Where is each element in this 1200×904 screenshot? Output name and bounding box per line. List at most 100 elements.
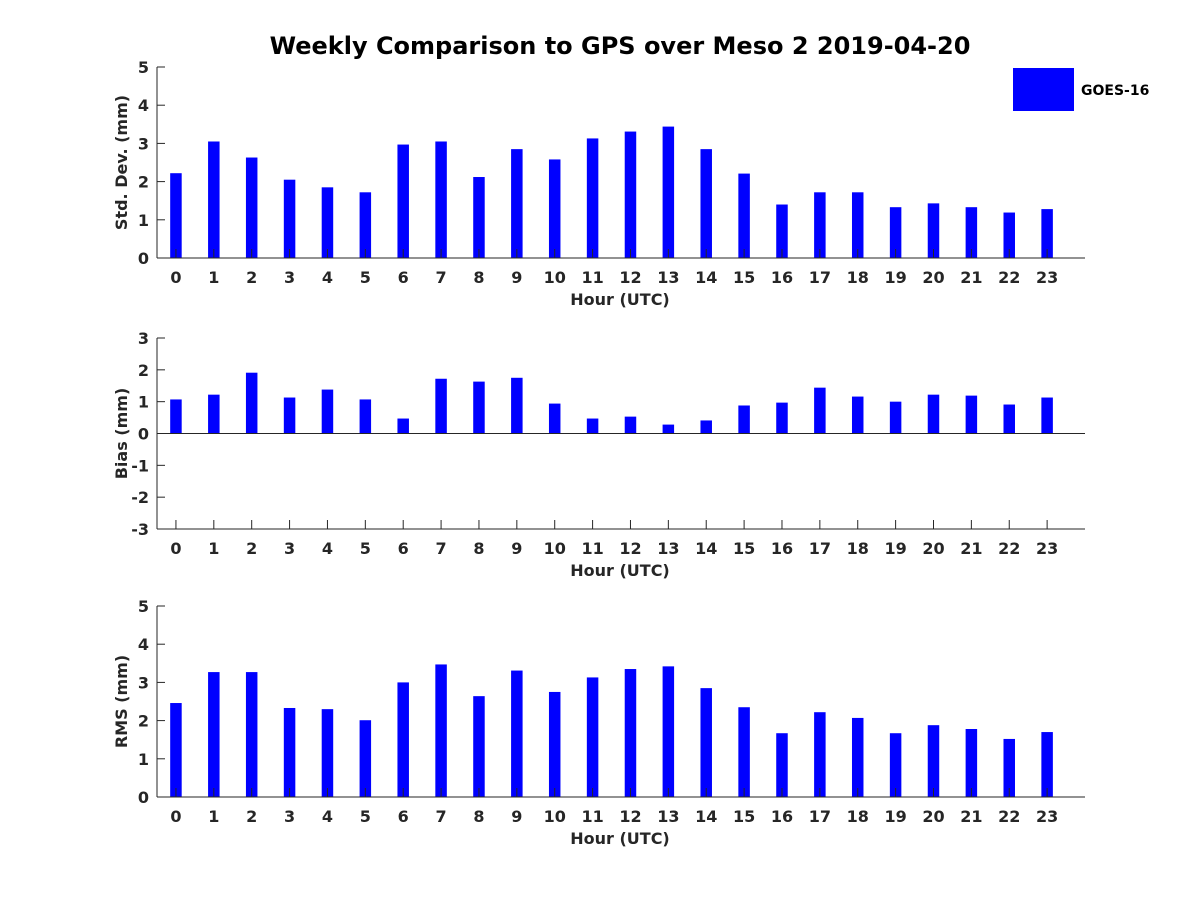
bias-bar-23: [1041, 397, 1053, 434]
bias-bar-10: [548, 403, 561, 434]
std-dev-xtick-label-12: 12: [619, 268, 641, 287]
std-dev-xtick-label-7: 7: [436, 268, 447, 287]
rms-bar-0: [170, 703, 182, 797]
std-dev-bar-15: [738, 173, 750, 258]
rms-ytick-label-2: 2: [138, 712, 149, 731]
rms-xtick-label-15: 15: [733, 807, 755, 826]
rms-xtick-label-17: 17: [809, 807, 831, 826]
rms-xtick-label-9: 9: [511, 807, 522, 826]
std-dev-xtick-label-8: 8: [473, 268, 484, 287]
std-dev-bar-7: [435, 141, 447, 258]
rms-bar-22: [1003, 738, 1015, 797]
bias-bar-11: [586, 418, 599, 434]
std-dev-bar-21: [965, 207, 978, 258]
std-dev-xtick-label-11: 11: [581, 268, 603, 287]
bias-xtick-label-13: 13: [657, 539, 679, 558]
rms-bar-20: [927, 725, 940, 797]
legend-label-goes-16: GOES-16: [1081, 83, 1149, 99]
rms-xtick-label-5: 5: [360, 807, 371, 826]
bias-xtick-label-4: 4: [322, 539, 333, 558]
bias-xtick-label-3: 3: [284, 539, 295, 558]
rms-xtick-label-20: 20: [922, 807, 944, 826]
std-dev-bar-16: [776, 204, 788, 258]
std-dev-bar-19: [889, 207, 902, 258]
bias-xtick-label-11: 11: [581, 539, 603, 558]
rms-bar-8: [473, 696, 485, 797]
rms-xtick-label-12: 12: [619, 807, 641, 826]
bias-xtick-label-18: 18: [847, 539, 869, 558]
rms-ytick-label-5: 5: [138, 597, 149, 616]
bias-xtick-label-14: 14: [695, 539, 717, 558]
std-dev-xlabel: Hour (UTC): [570, 290, 670, 309]
rms-xtick-label-23: 23: [1036, 807, 1058, 826]
rms-bar-21: [965, 729, 978, 797]
rms-xtick-label-22: 22: [998, 807, 1020, 826]
std-dev-xtick-label-9: 9: [511, 268, 522, 287]
rms-bar-10: [548, 691, 561, 797]
bias-bar-9: [511, 377, 523, 434]
bias-bar-7: [435, 378, 447, 434]
bias-xlabel: Hour (UTC): [570, 561, 670, 580]
std-dev-bar-2: [245, 157, 258, 258]
bias-ytick-label-2: 2: [138, 361, 149, 380]
rms-ylabel: RMS (mm): [112, 655, 131, 748]
bias-bar-15: [738, 405, 750, 434]
bias-xtick-label-23: 23: [1036, 539, 1058, 558]
std-dev-xtick-label-23: 23: [1036, 268, 1058, 287]
rms-bar-4: [321, 709, 334, 797]
rms-bar-18: [851, 717, 864, 797]
std-dev-ytick-label-1: 1: [138, 211, 149, 230]
bias-ytick-label--2: -2: [131, 488, 149, 507]
std-dev-xtick-label-16: 16: [771, 268, 793, 287]
rms-xtick-label-16: 16: [771, 807, 793, 826]
bias-bar-6: [397, 418, 409, 434]
rms-xtick-label-19: 19: [884, 807, 906, 826]
bias-xtick-label-1: 1: [208, 539, 219, 558]
bias-xtick-label-10: 10: [544, 539, 566, 558]
chart-title: Weekly Comparison to GPS over Meso 2 201…: [270, 32, 971, 60]
std-dev-bar-9: [511, 149, 523, 258]
std-dev-xtick-label-18: 18: [847, 268, 869, 287]
rms-bar-6: [397, 682, 409, 797]
bias-bar-18: [851, 396, 864, 434]
std-dev-bar-4: [321, 187, 334, 258]
bias-bar-17: [814, 387, 826, 434]
bias-ytick-label-1: 1: [138, 393, 149, 412]
rms-xtick-label-14: 14: [695, 807, 717, 826]
std-dev-ytick-label-3: 3: [138, 134, 149, 153]
std-dev-xtick-label-10: 10: [544, 268, 566, 287]
rms-xlabel: Hour (UTC): [570, 829, 670, 848]
bias-xtick-label-6: 6: [398, 539, 409, 558]
bias-ylabel: Bias (mm): [112, 388, 131, 480]
bias-bar-13: [662, 424, 675, 434]
bias-ytick-label--1: -1: [131, 456, 149, 475]
rms-bar-15: [738, 707, 750, 797]
std-dev-bar-3: [283, 179, 296, 258]
bias-xtick-label-16: 16: [771, 539, 793, 558]
rms-xtick-label-2: 2: [246, 807, 257, 826]
std-dev-xtick-label-14: 14: [695, 268, 717, 287]
bias-bar-1: [208, 394, 220, 434]
bias-xtick-label-0: 0: [170, 539, 181, 558]
rms-bar-9: [511, 670, 523, 797]
rms-ytick-label-0: 0: [138, 788, 149, 807]
rms-xtick-label-4: 4: [322, 807, 333, 826]
rms-ytick-label-4: 4: [138, 635, 149, 654]
std-dev-bar-5: [359, 192, 372, 258]
std-dev-bar-13: [662, 126, 675, 258]
rms-bar-12: [624, 669, 637, 797]
std-dev-xtick-label-22: 22: [998, 268, 1020, 287]
bias-bar-19: [889, 401, 902, 434]
std-dev-bar-17: [814, 192, 826, 258]
std-dev-bar-18: [851, 192, 864, 258]
std-dev-xtick-label-17: 17: [809, 268, 831, 287]
rms-bar-5: [359, 720, 372, 797]
bias-xtick-label-5: 5: [360, 539, 371, 558]
rms-bar-2: [245, 672, 258, 797]
std-dev-bar-23: [1041, 209, 1053, 258]
bias-bar-16: [776, 402, 788, 434]
bias-ytick-label-0: 0: [138, 425, 149, 444]
